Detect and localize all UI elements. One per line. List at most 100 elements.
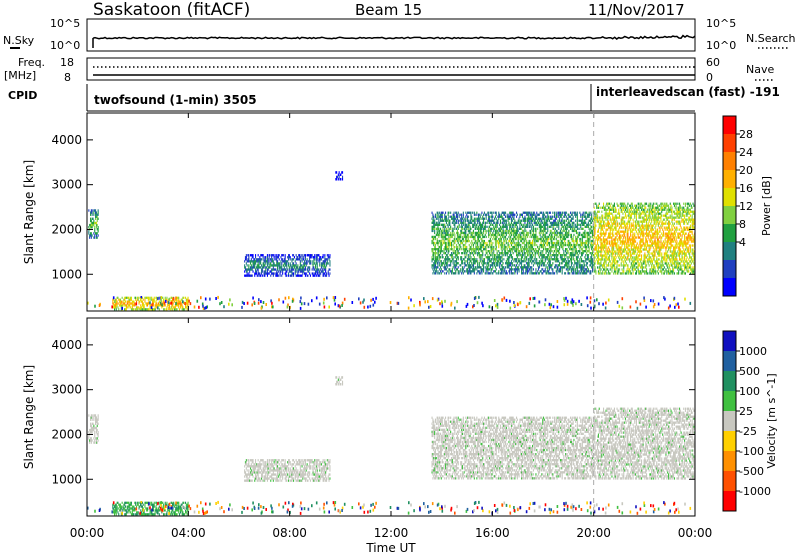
power-cell: [563, 235, 565, 239]
power-cell: [594, 210, 596, 213]
power-cell: [438, 229, 440, 233]
power-cell: [247, 260, 249, 263]
power-cell: [506, 266, 508, 269]
power-cell: [556, 231, 558, 235]
power-cell: [248, 260, 250, 263]
power-cell: [275, 272, 277, 275]
power-cell: [621, 202, 623, 205]
power-cell: [561, 225, 563, 228]
power-cell: [306, 260, 308, 263]
power-cell: [174, 308, 176, 311]
power-cell: [499, 237, 501, 241]
power-cell: [543, 241, 545, 245]
power-cell: [456, 268, 458, 271]
power-cell: [595, 216, 597, 219]
power-cell: [597, 234, 599, 237]
power-cell: [313, 266, 315, 269]
power-cell: [276, 254, 278, 257]
power-cell: [611, 258, 613, 261]
power-cell: [473, 250, 475, 253]
power-cell: [271, 260, 273, 263]
power-cell: [509, 250, 511, 253]
power-cell: [563, 260, 565, 263]
power-cell: [561, 256, 563, 259]
power-cell: [494, 243, 496, 247]
power-cell: [313, 262, 315, 265]
power-cell: [511, 248, 513, 251]
power-cell: [582, 223, 584, 226]
power-cell: [501, 215, 503, 218]
power-cell: [257, 268, 259, 271]
power-cell: [618, 252, 620, 255]
power-cell: [540, 270, 542, 273]
power-cell: [543, 217, 545, 220]
power-cell: [619, 230, 621, 233]
power-cell: [271, 272, 273, 275]
power-cell: [599, 250, 601, 253]
power-cell: [480, 243, 482, 247]
power-cell: [505, 245, 507, 249]
power-cell: [444, 217, 446, 220]
power-cell: [298, 274, 300, 277]
power-cell: [444, 266, 446, 269]
power-cell: [519, 250, 521, 253]
power-cell: [487, 262, 489, 265]
power-cell: [589, 229, 591, 233]
power-cell: [290, 274, 292, 277]
power-cell: [542, 239, 544, 243]
power-cell: [461, 241, 463, 245]
power-cell: [614, 270, 616, 273]
power-cell: [561, 217, 563, 220]
power-cell: [508, 243, 510, 247]
power-cell: [624, 248, 626, 251]
power-cell: [315, 268, 317, 271]
power-cell: [473, 217, 475, 220]
power-cell: [277, 264, 279, 267]
power-cell: [329, 268, 331, 271]
power-cell: [282, 254, 284, 257]
power-cell: [539, 243, 541, 247]
power-cell: [337, 178, 339, 181]
power-cell: [554, 266, 556, 269]
power-cell: [569, 241, 571, 245]
power-cell: [622, 208, 624, 211]
power-cell: [252, 266, 254, 269]
power-cell: [553, 223, 555, 226]
power-cell: [467, 239, 469, 243]
power-cell: [571, 217, 573, 220]
power-cell: [576, 241, 578, 245]
power-cell: [500, 239, 502, 243]
power-cell: [313, 268, 315, 271]
power-cell: [505, 225, 507, 228]
power-cell: [533, 237, 535, 241]
power-cell: [557, 260, 559, 263]
power-cell: [611, 264, 613, 267]
power-cell: [514, 213, 516, 216]
power-cell: [484, 262, 486, 265]
power-cell: [161, 300, 163, 303]
power-cell: [614, 206, 616, 209]
power-cell: [537, 235, 539, 239]
power-cell: [298, 254, 300, 257]
power-cell: [472, 258, 474, 261]
power-cell: [322, 270, 324, 273]
power-cell: [565, 225, 567, 228]
power-cell: [499, 241, 501, 245]
power-cell: [577, 235, 579, 239]
power-cell: [549, 229, 551, 233]
power-cell: [595, 236, 597, 239]
power-cell: [536, 262, 538, 265]
power-cell: [434, 235, 436, 239]
power-cell: [311, 268, 313, 271]
power-cell: [602, 258, 604, 261]
power-cell: [574, 260, 576, 263]
power-cell: [129, 302, 131, 305]
power-cell: [538, 264, 540, 267]
power-cell: [298, 268, 300, 271]
power-cell: [570, 217, 572, 220]
power-cell: [516, 225, 518, 228]
power-cell: [465, 264, 467, 267]
power-cell: [90, 213, 92, 216]
power-cell: [590, 258, 592, 261]
power-cell: [439, 231, 441, 235]
